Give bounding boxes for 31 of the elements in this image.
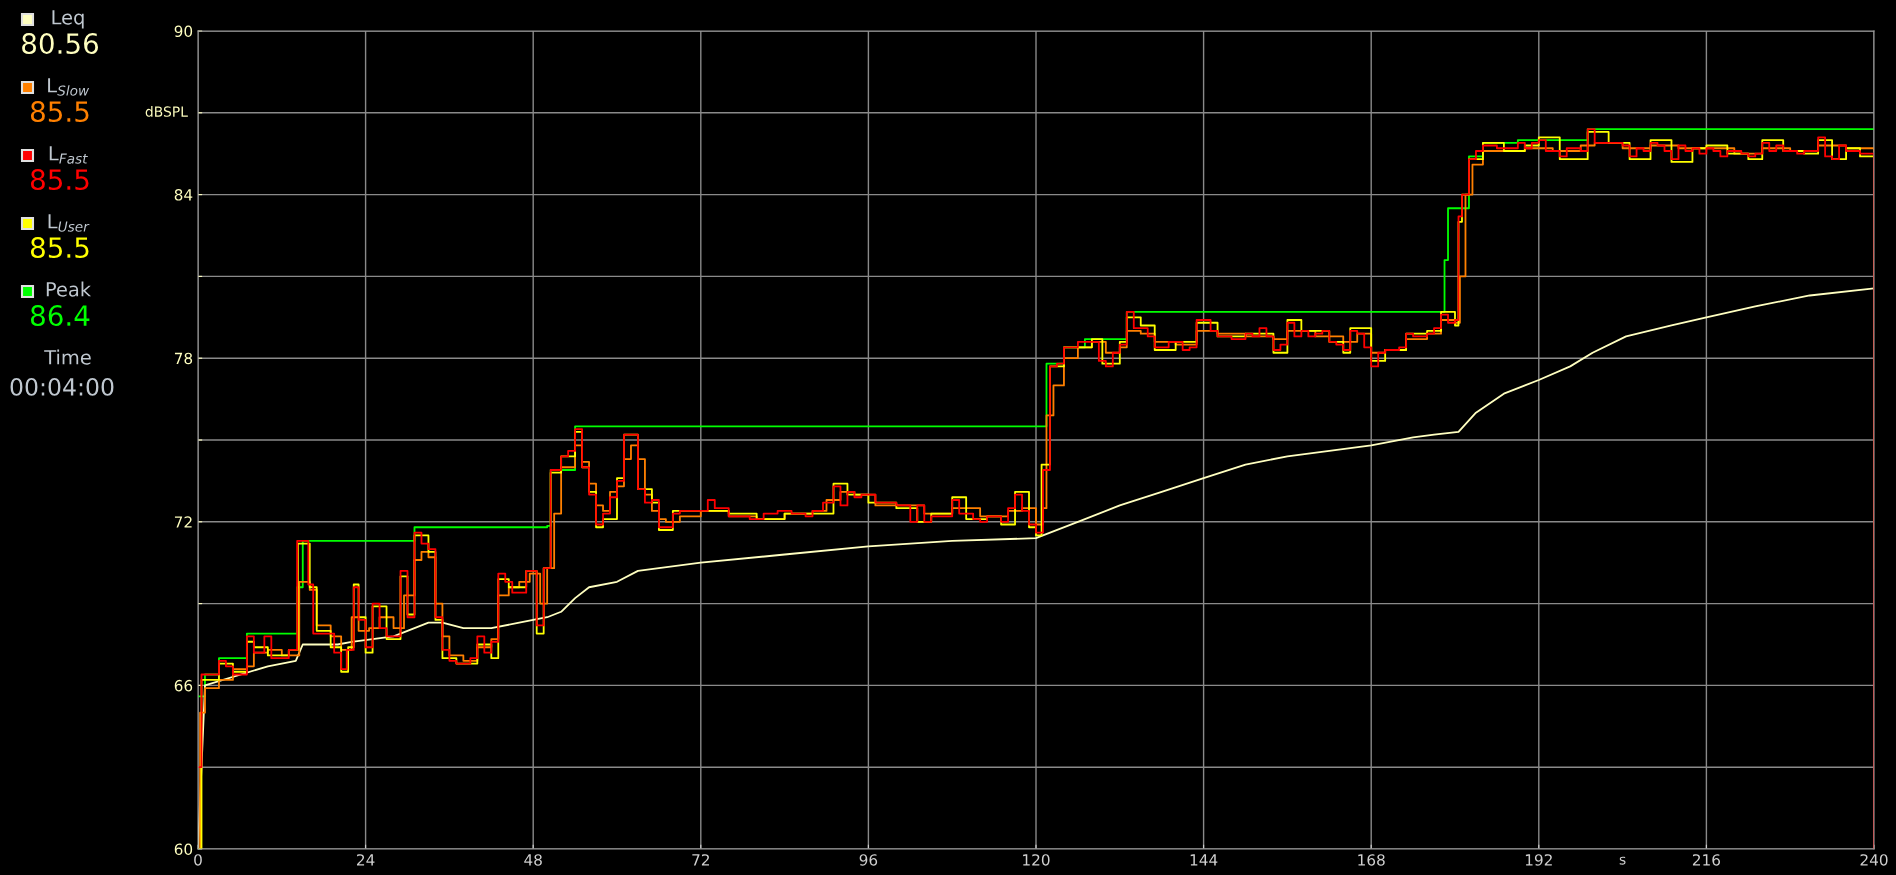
- x-tick-label: 168: [1358, 854, 1385, 866]
- text: Time: [44, 349, 91, 365]
- x-tick-label: 240: [1860, 854, 1888, 866]
- legend-label: L$_{User}$: [48, 214, 90, 232]
- x-tick-label: 0: [194, 854, 202, 866]
- legend-label: Peak: [46, 281, 92, 297]
- y-tick-label: 60: [174, 843, 193, 856]
- text: 85.5: [30, 101, 89, 123]
- y-tick-label: 66: [174, 679, 193, 692]
- text: 86.4: [30, 305, 90, 327]
- y-tick-label: 90: [174, 25, 193, 38]
- x-tick-label: 120: [1023, 854, 1050, 866]
- y-tick-label: 78: [174, 352, 193, 365]
- text: 85.5: [30, 169, 89, 191]
- text: 80.56: [22, 33, 99, 55]
- text: 85.5: [30, 237, 89, 259]
- x-tick-label: 216: [1692, 854, 1721, 866]
- y-axis-title: dBSPL: [145, 106, 188, 117]
- x-tick-label: 48: [524, 854, 542, 866]
- x-tick-label: 24: [357, 854, 375, 866]
- y-tick-label: 84: [174, 189, 193, 201]
- x-tick-label: 96: [859, 854, 878, 866]
- legend-label: Leq: [52, 10, 84, 29]
- x-tick-label: 192: [1525, 854, 1552, 866]
- legend-label: L$_{Slow}$: [48, 78, 90, 96]
- x-tick-label: 72: [692, 854, 709, 866]
- x-axis-title: s: [1619, 856, 1626, 865]
- legend-label: L$_{Fast}$: [49, 146, 88, 164]
- y-tick-label: 72: [174, 516, 192, 528]
- x-tick-label: 144: [1190, 854, 1218, 866]
- text: 00:04:00: [10, 377, 114, 396]
